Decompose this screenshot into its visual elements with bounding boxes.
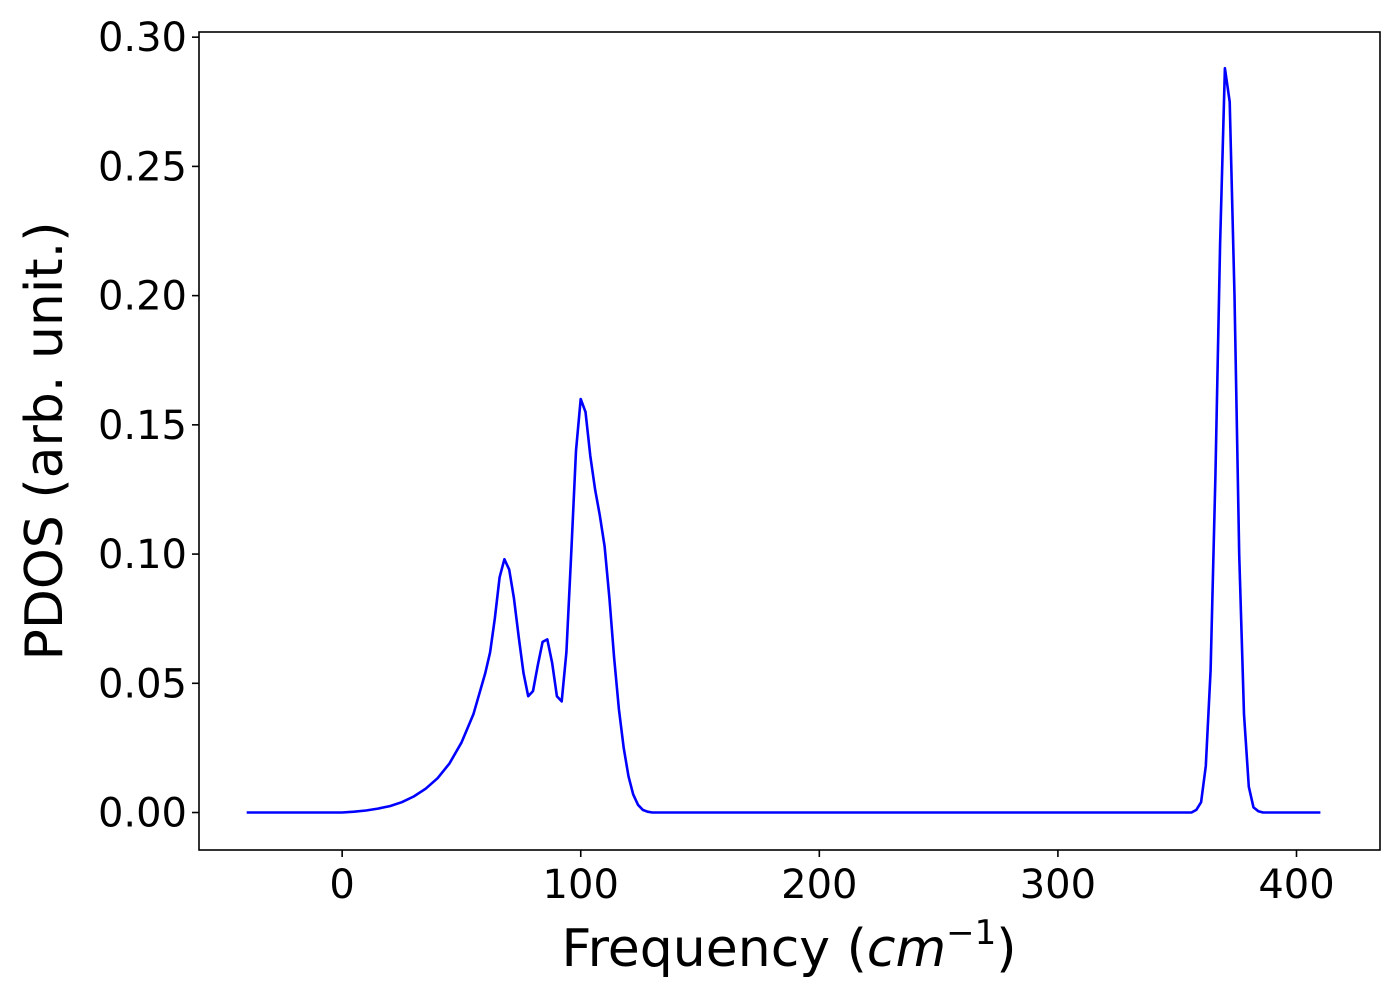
y-tick-label: 0.30 [98, 15, 187, 61]
plot-background [199, 32, 1380, 850]
plot-frame [198, 31, 1381, 851]
pdos-line [246, 66, 1321, 814]
x-tick-label: 200 [781, 862, 857, 908]
y-axis-label: PDOS (arb. unit.) [15, 221, 75, 660]
y-tick-label: 0.10 [98, 532, 187, 578]
y-tick-label: 0.00 [98, 791, 187, 837]
x-tick-label: 100 [543, 862, 619, 908]
series-layer [246, 66, 1321, 814]
y-tick-label: 0.15 [98, 403, 187, 449]
x-tick-label: 400 [1258, 862, 1334, 908]
y-tick-label: 0.20 [98, 274, 187, 320]
x-tick-label: 300 [1020, 862, 1096, 908]
x-tick-label: 0 [329, 862, 354, 908]
y-tick-label: 0.05 [98, 661, 187, 707]
y-tick-label: 0.25 [98, 144, 187, 190]
axis-ticks: 0 100 200 300 400 0.00 0.05 0.10 0.15 0.20 0.25 0.3… [98, 15, 1335, 908]
x-axis-label: Frequency (cm−1) [561, 913, 1016, 979]
